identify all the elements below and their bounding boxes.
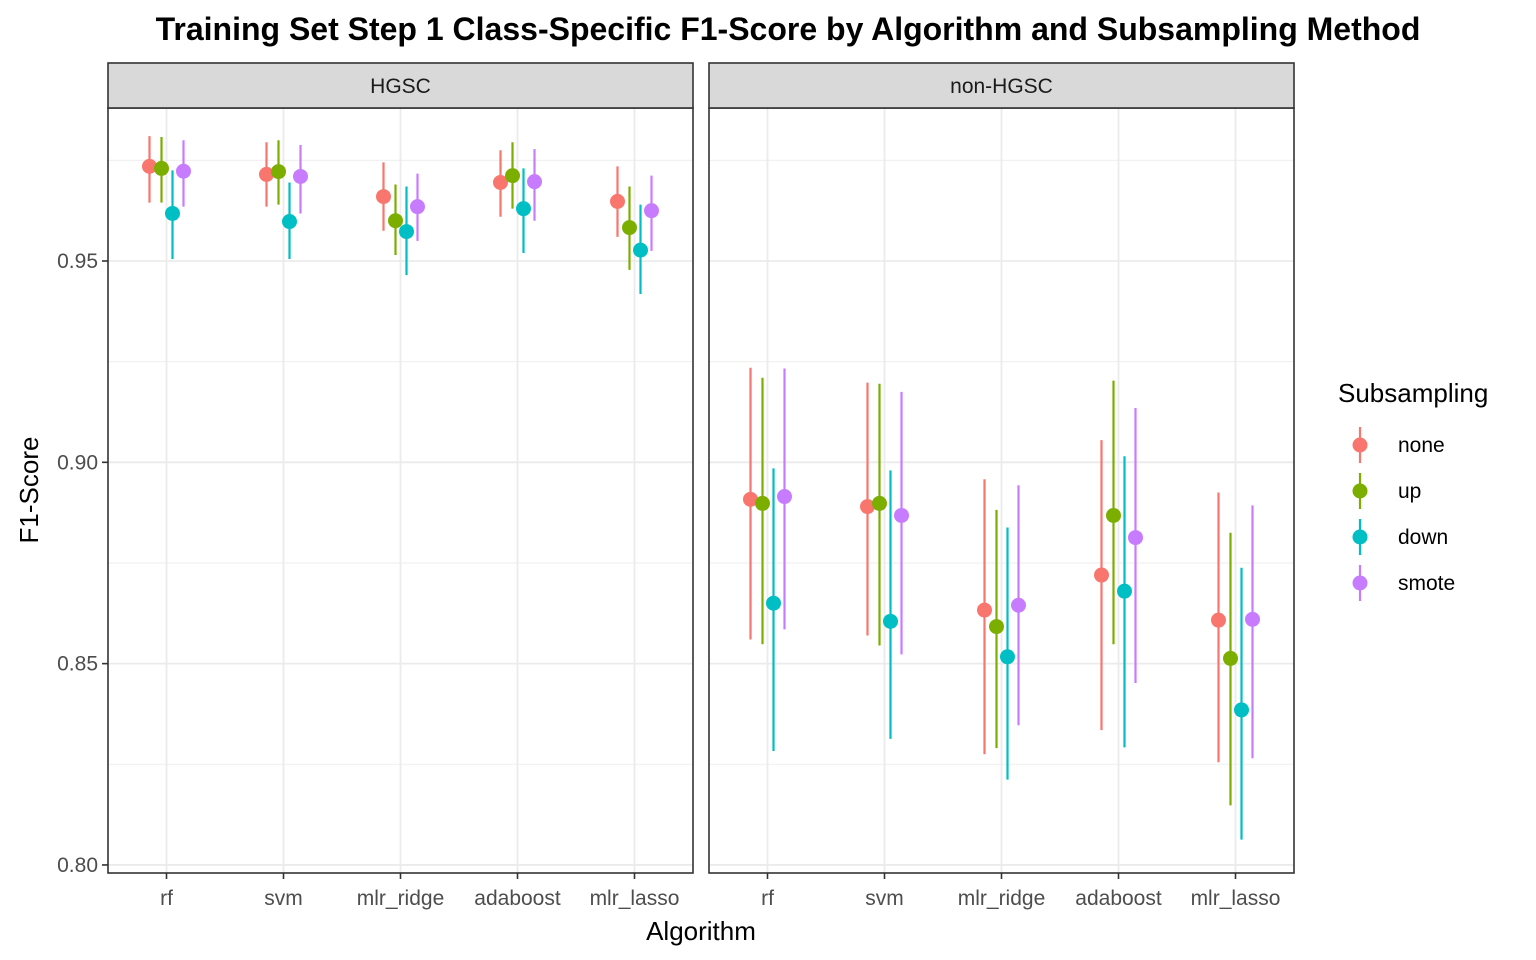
data-point <box>755 495 770 511</box>
legend-item-down: down <box>1352 519 1448 555</box>
facet-strip <box>708 62 1295 109</box>
data-point <box>989 619 1004 635</box>
x-tick-label: adaboost <box>1075 887 1162 910</box>
data-point <box>894 507 909 523</box>
x-tick-label: mlr_lasso <box>1191 887 1281 910</box>
facet-strip-label: non-HGSC <box>950 75 1053 98</box>
legend-item-none: none <box>1352 427 1445 463</box>
legend-key-point <box>1352 529 1368 545</box>
legend-key-point <box>1352 437 1368 453</box>
legend-key-point <box>1352 575 1368 591</box>
data-point <box>1106 507 1121 523</box>
data-point <box>142 158 157 174</box>
data-point <box>1094 567 1109 583</box>
facet-panel-non-hgsc: non-HGSC rf svm mlr_ridge adaboost mlr_lasso <box>708 62 1295 910</box>
y-tick-label: 0.95 <box>57 250 98 273</box>
x-tick-label: mlr_ridge <box>357 887 445 910</box>
y-axis-title: F1-Score <box>14 437 44 544</box>
legend-item-smote: smote <box>1352 565 1455 601</box>
data-point <box>176 163 191 179</box>
series-none-non-hgsc <box>743 367 1226 763</box>
data-point <box>165 205 180 221</box>
legend-label: smote <box>1398 572 1455 595</box>
data-point <box>1245 611 1260 627</box>
data-point <box>883 613 898 629</box>
data-point <box>516 201 531 217</box>
series-smote-non-hgsc <box>777 368 1260 759</box>
data-point <box>527 174 542 190</box>
facet-panels: HGSC rf svm mlr_ridge adaboost mlr_lasso 0.80 0… <box>57 62 1295 910</box>
data-point <box>872 495 887 511</box>
legend-key-point <box>1352 483 1368 499</box>
legend-label: up <box>1398 480 1421 503</box>
data-point <box>1117 583 1132 599</box>
data-point <box>271 164 286 180</box>
data-point <box>977 602 992 618</box>
data-point <box>388 213 403 229</box>
series-up-hgsc <box>154 136 637 270</box>
x-tick-label: mlr_ridge <box>958 887 1046 910</box>
data-point <box>743 491 758 507</box>
series-down-non-hgsc <box>766 456 1249 840</box>
data-point <box>493 174 508 190</box>
data-point <box>293 168 308 184</box>
x-tick-label: svm <box>865 887 904 910</box>
facet-strip <box>107 62 694 109</box>
data-point <box>1211 612 1226 628</box>
data-point <box>1011 597 1026 613</box>
x-tick-label: rf <box>160 887 173 910</box>
data-point <box>644 203 659 219</box>
data-point <box>282 214 297 230</box>
x-tick-label: rf <box>761 887 774 910</box>
data-point <box>610 193 625 209</box>
data-point <box>1128 530 1143 546</box>
y-tick-label: 0.90 <box>57 451 98 474</box>
series-smote-hgsc <box>176 140 659 251</box>
x-axis-title: Algorithm <box>646 916 756 946</box>
chart-title: Training Set Step 1 Class-Specific F1-Sc… <box>156 11 1421 47</box>
facet-strip-label: HGSC <box>370 75 431 98</box>
legend-label: down <box>1398 526 1448 549</box>
data-point <box>399 224 414 240</box>
data-point <box>860 499 875 515</box>
data-point <box>505 168 520 184</box>
x-tick-label: mlr_lasso <box>590 887 680 910</box>
data-point <box>410 199 425 215</box>
x-tick-label: adaboost <box>474 887 561 910</box>
data-point <box>259 166 274 182</box>
data-point <box>777 489 792 505</box>
data-point <box>1234 702 1249 718</box>
x-tick-label: svm <box>264 887 303 910</box>
data-point <box>1000 649 1015 665</box>
series-down-hgsc <box>165 168 648 295</box>
data-point <box>766 595 781 611</box>
series-up-non-hgsc <box>755 377 1238 806</box>
facet-panel-hgsc: HGSC rf svm mlr_ridge adaboost mlr_lasso 0.80 0… <box>57 62 694 910</box>
y-tick-label: 0.80 <box>57 854 98 877</box>
data-point <box>1223 650 1238 666</box>
data-point <box>622 220 637 236</box>
legend-item-up: up <box>1352 473 1421 509</box>
data-point <box>376 189 391 205</box>
legend-title: Subsampling <box>1338 378 1488 408</box>
legend-label: none <box>1398 434 1445 457</box>
data-point <box>154 160 169 176</box>
legend: Subsampling none up down smote <box>1338 378 1488 601</box>
y-tick-label: 0.85 <box>57 653 98 676</box>
series-none-hgsc <box>142 136 625 237</box>
data-point <box>633 242 648 258</box>
